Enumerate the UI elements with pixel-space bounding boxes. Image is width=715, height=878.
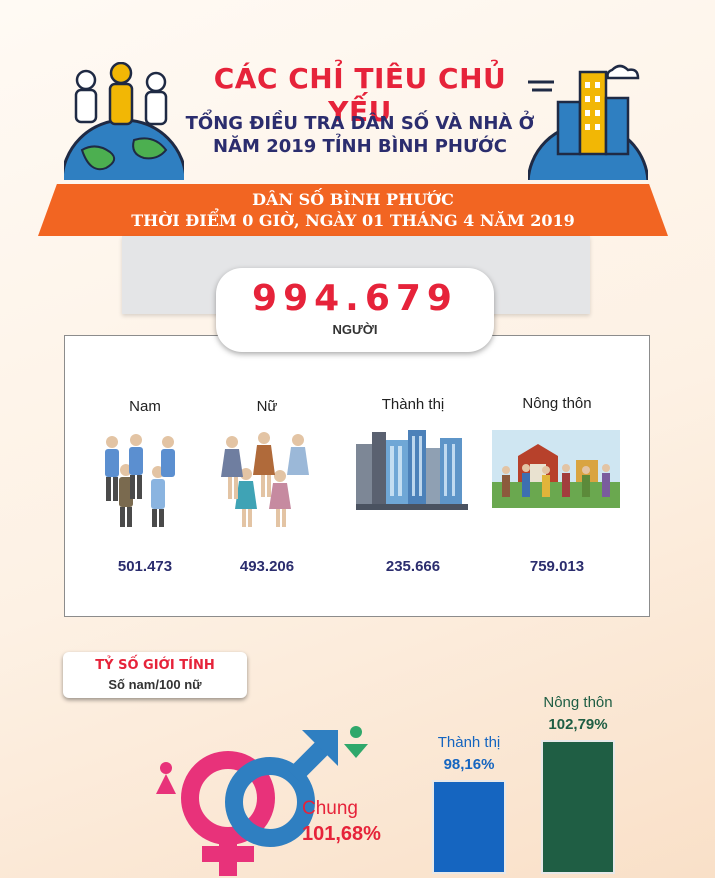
overall-ratio-label: Chung: [302, 798, 358, 819]
page-title: CÁC CHỈ TIÊU CHỦ YẾU: [213, 62, 507, 128]
category-value-rural: 759.013: [529, 558, 585, 575]
total-population-value: 994.679: [252, 278, 458, 319]
male-figures-icon: [105, 434, 175, 527]
sex-ratio-title: TỶ SỐ GIỚI TÍNH: [95, 658, 215, 673]
sex-ratio-label-box: [63, 652, 247, 698]
category-label-female: Nữ: [256, 398, 278, 415]
sex-ratio-subtitle: Số nam/100 nữ: [108, 677, 202, 692]
ratio-bar-value-rural: 102,79%: [548, 715, 608, 733]
ratio-bar-label-rural: Nông thôn: [543, 693, 613, 711]
banner-line-1: DÂN SỐ BÌNH PHƯỚC: [252, 190, 454, 209]
orange-banner: [38, 184, 668, 236]
subtitle-line-1: TỔNG ĐIỀU TRA DÂN SỐ VÀ NHÀ Ở: [185, 113, 535, 134]
total-population-unit: NGƯỜI: [332, 322, 378, 337]
female-figures-icon: [221, 432, 309, 527]
ratio-bar-value-urban: 98,16%: [443, 755, 495, 773]
category-value-male: 501.473: [117, 558, 173, 575]
subtitle-line-2: NĂM 2019 TỈNH BÌNH PHƯỚC: [213, 136, 507, 157]
category-label-male: Nam: [129, 398, 161, 415]
category-label-urban: Thành thị: [381, 396, 445, 413]
category-label-rural: Nông thôn: [522, 395, 592, 412]
city-globe-icon: [528, 64, 648, 180]
ratio-bar-rural: [541, 739, 615, 874]
category-value-urban: 235.666: [385, 558, 441, 575]
people-globe-icon: [64, 62, 184, 180]
ratio-bar-urban: [432, 779, 506, 874]
gender-symbols-icon: [156, 726, 368, 876]
urban-city-icon: [356, 430, 468, 510]
ratio-bar-label-urban: Thành thị: [437, 733, 501, 751]
category-value-female: 493.206: [239, 558, 295, 575]
banner-text: DÂN SỐ BÌNH PHƯỚC THỜI ĐIỂM 0 GIỜ, NGÀY …: [38, 189, 668, 231]
banner-line-2: THỜI ĐIỂM 0 GIỜ, NGÀY 01 THÁNG 4 NĂM 201…: [131, 211, 575, 230]
rural-scene-icon: [492, 430, 620, 508]
overall-ratio-value: 101,68%: [302, 823, 381, 845]
total-population-pill: [216, 268, 494, 352]
page-subtitle: TỔNG ĐIỀU TRA DÂN SỐ VÀ NHÀ Ở NĂM 2019 T…: [160, 112, 560, 158]
